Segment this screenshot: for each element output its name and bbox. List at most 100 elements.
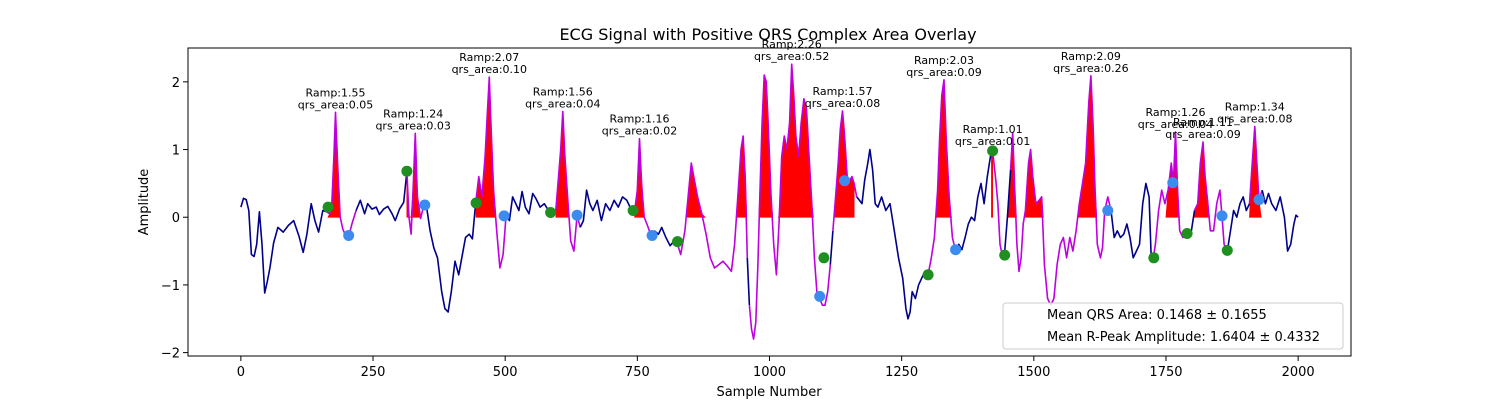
r-amp-label: Ramp:2.07 [459, 51, 519, 64]
q-point-marker [545, 207, 557, 218]
x-tick-label: 250 [361, 365, 386, 380]
ecg-signal-line [579, 189, 635, 228]
x-tick-label: 1750 [1149, 365, 1182, 380]
q-point-marker [1221, 244, 1233, 256]
y-axis-label: Amplitude [137, 169, 152, 236]
ecg-signal-line [355, 171, 408, 222]
ecg-signal-line [746, 257, 751, 306]
qrs-area-label: qrs_area:0.08 [805, 97, 880, 110]
y-axis-ticks: −2 −1 0 1 2 [161, 76, 188, 362]
ecg-signal-line [954, 150, 994, 252]
s-point-marker [498, 210, 510, 222]
s-point-marker [839, 175, 851, 187]
r-amp-label: Ramp:1.24 [383, 107, 443, 120]
legend: Mean QRS Area: 0.1468 ± 0.1655 Mean R-Pe… [1002, 302, 1344, 350]
s-point-marker [814, 290, 826, 302]
qrs-area-label: qrs_area:0.04 [525, 98, 600, 111]
ecg-signal-line [240, 197, 327, 294]
s-point-marker [571, 209, 583, 221]
r-amp-label: Ramp:1.34 [1225, 101, 1285, 114]
x-tick-label: 0 [237, 365, 245, 380]
r-amp-label: Ramp:2.03 [914, 54, 974, 67]
qrs-area-label: qrs_area:0.01 [955, 135, 1030, 148]
q-point-marker [672, 236, 683, 248]
legend-entry-qrs-area: Mean QRS Area: 0.1468 ± 0.1655 [1047, 308, 1267, 323]
qrs-segment-line [552, 110, 581, 252]
y-tick-label: −2 [161, 347, 180, 362]
qrs-segment-line [748, 63, 832, 340]
s-point-marker [950, 244, 962, 256]
s-point-marker [343, 230, 355, 241]
chart-title: ECG Signal with Positive QRS Complex Are… [559, 25, 976, 44]
qrs-area-label: qrs_area:0.08 [1217, 113, 1292, 126]
x-tick-label: 500 [493, 365, 518, 380]
y-tick-label: −1 [161, 279, 180, 294]
qrs-area-label: qrs_area:0.04 [1138, 118, 1213, 131]
s-point-marker [1216, 210, 1228, 222]
r-amp-label: Ramp:1.16 [609, 113, 669, 126]
ecg-signal-line [1226, 196, 1251, 252]
y-tick-label: 0 [172, 211, 180, 226]
ecg-signal-line [829, 230, 834, 265]
r-amp-label: Ramp:1.26 [1145, 106, 1205, 119]
r-amp-label: Ramp:2.09 [1061, 50, 1121, 63]
y-tick-label: 2 [172, 76, 180, 91]
ecg-signal-line [856, 148, 929, 320]
qrs-area-label: qrs_area:0.10 [452, 63, 527, 76]
ecg-signal-line [426, 203, 477, 313]
r-amp-label: Ramp:1.11 [1173, 116, 1233, 129]
ecg-signal-line [505, 190, 554, 222]
s-point-marker [1253, 194, 1265, 206]
s-point-marker [419, 199, 431, 211]
q-point-marker [627, 205, 639, 216]
qrs-segment-line [927, 79, 957, 275]
plot-area: Ramp:1.55qrs_area:0.05Ramp:1.24qrs_area:… [240, 38, 1299, 340]
qrs-segment-line [832, 110, 858, 231]
r-amp-label: Ramp:1.56 [533, 86, 593, 99]
s-point-marker [1102, 205, 1114, 216]
qrs-segment-line [676, 135, 749, 273]
q-point-marker [401, 165, 413, 177]
y-tick-label: 1 [172, 144, 180, 159]
qrs-area-label: qrs_area:0.26 [1053, 62, 1128, 75]
qrs-segment-line [474, 76, 507, 269]
qrs-segment-line [1009, 75, 1112, 306]
ecg-signal-line [1003, 169, 1012, 258]
legend-entry-r-peak: Mean R-Peak Amplitude: 1.6404 ± 0.4332 [1047, 330, 1320, 345]
x-axis-label: Sample Number [716, 385, 822, 400]
qrs-area-label: qrs_area:0.02 [602, 125, 677, 138]
qrs-area-label: qrs_area:0.09 [1165, 128, 1240, 141]
peak-annotations: Ramp:1.55qrs_area:0.05Ramp:1.24qrs_area:… [298, 38, 1293, 148]
qrs-area-label: qrs_area:0.03 [375, 119, 450, 132]
q-point-marker [818, 252, 830, 264]
qrs-points [322, 145, 1265, 302]
qrs-area-label: qrs_area:0.09 [906, 66, 981, 79]
q-point-marker [999, 249, 1011, 261]
q-point-marker [922, 269, 934, 281]
x-tick-label: 1250 [885, 365, 918, 380]
s-point-marker [1167, 177, 1179, 189]
r-amp-label: Ramp:1.01 [963, 123, 1023, 136]
q-point-marker [322, 201, 334, 213]
q-point-marker [987, 145, 999, 157]
q-point-marker [1148, 252, 1160, 264]
legend-box [1002, 302, 1344, 350]
x-tick-label: 750 [625, 365, 650, 380]
qrs-area-label: qrs_area:0.05 [298, 98, 373, 111]
r-amp-label: Ramp:1.57 [812, 85, 872, 98]
x-tick-label: 1500 [1017, 365, 1050, 380]
x-tick-label: 1000 [753, 365, 786, 380]
qrs-area-fill [991, 150, 993, 218]
s-point-marker [646, 230, 658, 241]
x-axis-ticks: 0 250 500 750 1000 1250 1500 1750 2000 [237, 356, 1315, 380]
qrs-area-label: qrs_area:0.52 [754, 50, 829, 63]
q-point-marker [1181, 228, 1193, 239]
signal-lines [240, 63, 1299, 340]
ecg-signal-line [1261, 190, 1299, 252]
q-point-marker [470, 197, 482, 209]
qrs-segment-line [1152, 131, 1190, 258]
r-amp-label: Ramp:1.55 [305, 86, 365, 99]
ecg-signal-line [1110, 182, 1154, 259]
x-tick-label: 2000 [1282, 365, 1315, 380]
